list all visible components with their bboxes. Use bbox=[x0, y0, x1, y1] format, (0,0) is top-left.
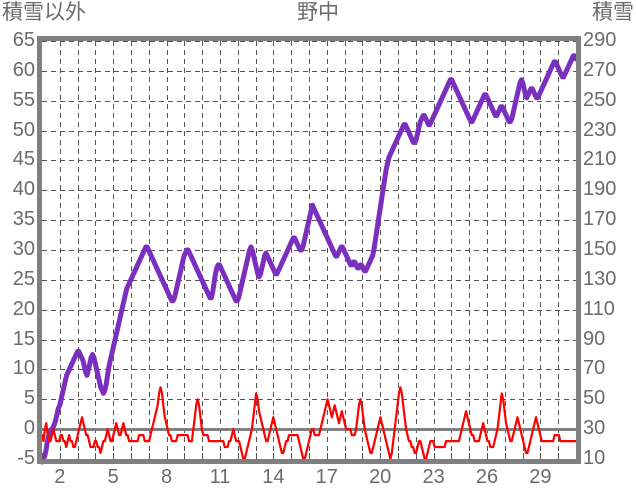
left-axis-tick-label: 10 bbox=[12, 357, 35, 380]
right-axis-tick-label: 10 bbox=[583, 447, 606, 469]
right-axis-tick-label: 150 bbox=[583, 238, 617, 260]
x-axis-tick-label: 20 bbox=[369, 466, 392, 488]
x-axis-tick-label: 26 bbox=[475, 466, 499, 488]
chart-title: 野中 bbox=[297, 1, 339, 24]
right-axis-tick-label: 30 bbox=[583, 417, 606, 440]
right-axis-tick-label: 190 bbox=[583, 178, 617, 201]
x-axis-tick-label: 11 bbox=[209, 466, 231, 488]
left-axis-title: 積雪以外 bbox=[2, 1, 86, 24]
right-axis-tick-label: 110 bbox=[583, 297, 615, 320]
left-axis-tick-label: 30 bbox=[12, 238, 35, 260]
x-axis-tick-label: 17 bbox=[315, 466, 338, 488]
right-axis-tick-label: 90 bbox=[583, 327, 606, 350]
left-axis-tick-label: 20 bbox=[12, 297, 35, 320]
left-axis-tick-label: 50 bbox=[12, 118, 35, 141]
left-axis-tick-label: 25 bbox=[12, 267, 35, 290]
series-line-snow-depth bbox=[39, 53, 579, 465]
right-axis-tick-label: 210 bbox=[583, 148, 617, 171]
left-axis-tick-label: 55 bbox=[12, 88, 35, 111]
right-axis-tick-label: 270 bbox=[583, 58, 617, 81]
right-axis-tick-label: 250 bbox=[583, 88, 617, 111]
x-axis-tick-label: 14 bbox=[262, 466, 285, 488]
right-axis-title: 積雪 bbox=[592, 1, 634, 24]
plot-border bbox=[37, 36, 581, 464]
right-axis-tick-label: 70 bbox=[583, 357, 606, 380]
left-axis-tick-label: 40 bbox=[12, 178, 35, 201]
left-axis-tick-label: 35 bbox=[12, 208, 35, 231]
left-axis-tick-label: 60 bbox=[12, 58, 35, 81]
x-axis-tick-label: 5 bbox=[107, 466, 119, 488]
left-axis-tick-label: 0 bbox=[23, 417, 35, 440]
left-axis-tick-label: 15 bbox=[12, 327, 35, 350]
x-axis-tick-label: 8 bbox=[161, 466, 173, 488]
x-axis-tick-label: 2 bbox=[54, 466, 66, 488]
left-axis-tick-label: 45 bbox=[12, 148, 35, 171]
right-axis-tick-label: 50 bbox=[583, 387, 606, 410]
series-line-precipitation bbox=[40, 386, 578, 461]
x-axis-tick-label: 23 bbox=[422, 466, 445, 488]
right-axis-tick-label: 130 bbox=[583, 267, 617, 290]
right-axis-tick-label: 290 bbox=[583, 29, 617, 51]
left-axis-tick-label: 5 bbox=[23, 387, 35, 410]
left-axis-tick-label: 65 bbox=[12, 29, 35, 51]
x-axis-tick-label: 29 bbox=[529, 466, 552, 488]
left-axis-tick-label: -5 bbox=[17, 447, 35, 469]
right-axis-tick-label: 170 bbox=[583, 208, 617, 231]
right-axis-tick-label: 230 bbox=[583, 118, 617, 141]
